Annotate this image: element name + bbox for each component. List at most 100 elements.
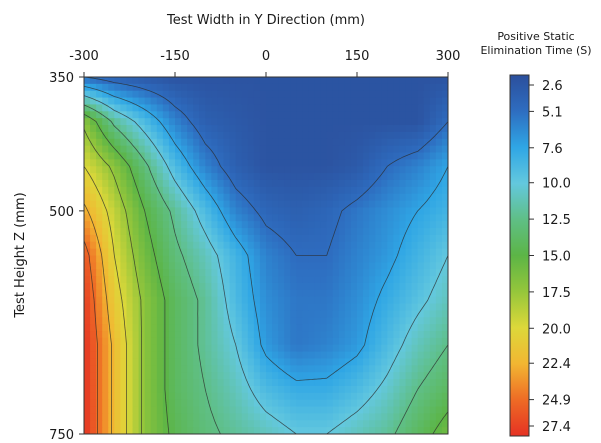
heatmap-cell (278, 276, 285, 284)
heatmap-cell (332, 131, 340, 140)
colorbar-tick-label: 10.0 (542, 177, 571, 192)
heatmap-cell (375, 303, 382, 312)
heatmap-cell (102, 255, 109, 263)
heatmap-cell (417, 207, 425, 215)
heatmap-cell (175, 152, 182, 160)
heatmap-cell (120, 344, 128, 353)
heatmap-cell (199, 358, 206, 366)
heatmap-cell (338, 166, 346, 174)
heatmap-cell (393, 97, 401, 106)
heatmap-cell (332, 145, 340, 154)
heatmap-cell (114, 241, 121, 250)
heatmap-cell (126, 179, 134, 188)
heatmap-cell (211, 269, 219, 277)
heatmap-cell (241, 310, 249, 318)
contour-line (84, 85, 448, 381)
heatmap-cell (156, 214, 164, 222)
heatmap-cell (272, 358, 279, 366)
heatmap-cell (84, 90, 91, 99)
heatmap-cell (290, 179, 297, 188)
heatmap-cell (205, 97, 212, 106)
heatmap-cell (144, 159, 152, 167)
heatmap-cell (120, 138, 128, 147)
heatmap-cell (435, 214, 443, 222)
heatmap-cell (332, 159, 340, 167)
heatmap-cell (241, 207, 249, 215)
heatmap-cell (156, 166, 164, 174)
heatmap-cell (326, 344, 334, 353)
heatmap-cell (302, 406, 310, 415)
heatmap-cell (138, 83, 146, 92)
heatmap-cell (350, 234, 358, 243)
heatmap-cell (320, 331, 328, 339)
heatmap-cell (332, 324, 340, 332)
heatmap-cell (320, 179, 328, 188)
heatmap-cell (363, 97, 370, 106)
heatmap-cell (138, 97, 146, 106)
heatmap-cell (126, 337, 134, 346)
heatmap-cell (387, 337, 394, 346)
heatmap-cell (247, 420, 255, 428)
y-tick-label: 750 (49, 428, 74, 443)
heatmap-cell (114, 104, 121, 112)
heatmap-cell (278, 365, 285, 373)
heatmap-cell (181, 125, 188, 133)
heatmap-cell (156, 97, 164, 106)
heatmap-cell (441, 118, 448, 126)
heatmap-cell (114, 97, 121, 106)
heatmap-cell (108, 262, 115, 270)
heatmap-cell (411, 179, 419, 188)
heatmap-cell (435, 385, 443, 394)
heatmap-cell (241, 317, 249, 325)
heatmap-cell (363, 276, 370, 284)
heatmap-cell (168, 186, 176, 195)
heatmap-cell (108, 303, 115, 312)
heatmap-cell (156, 77, 164, 85)
heatmap-cell (417, 83, 425, 92)
heatmap-cell (296, 138, 303, 147)
heatmap-cell (284, 186, 291, 195)
heatmap-cell (296, 221, 303, 229)
heatmap-cell (375, 337, 382, 346)
heatmap-cell (96, 379, 103, 387)
heatmap-cell (223, 331, 231, 339)
heatmap-cell (90, 138, 97, 147)
heatmap-cell (399, 379, 407, 387)
heatmap-cell (399, 262, 407, 270)
heatmap-cell (393, 77, 401, 85)
heatmap-cell (369, 111, 376, 119)
heatmap-cell (399, 179, 407, 188)
heatmap-cell (290, 90, 297, 99)
heatmap-cell (150, 221, 158, 229)
heatmap-cell (387, 77, 394, 85)
heatmap-cell (132, 111, 140, 119)
heatmap-cell (435, 379, 443, 387)
heatmap-cell (296, 269, 303, 277)
heatmap-cell (326, 152, 334, 160)
heatmap-cell (138, 255, 146, 263)
heatmap-cell (181, 138, 188, 147)
heatmap-cell (423, 385, 431, 394)
heatmap-cell (247, 77, 255, 85)
heatmap-cell (435, 351, 443, 360)
heatmap-cell (441, 186, 448, 195)
heatmap-cell (272, 248, 279, 257)
heatmap-cell (108, 97, 115, 106)
heatmap-cell (241, 166, 249, 174)
heatmap-cell (344, 90, 352, 99)
heatmap-cell (278, 413, 285, 421)
heatmap-cell (247, 317, 255, 325)
heatmap-cell (162, 228, 170, 236)
heatmap-cell (138, 138, 146, 147)
heatmap-cell (193, 255, 200, 263)
heatmap-cell (138, 166, 146, 174)
heatmap-cell (369, 77, 376, 85)
heatmap-cell (229, 344, 237, 353)
heatmap-cell (350, 125, 358, 133)
heatmap-cell (156, 324, 164, 332)
heatmap-cell (399, 310, 407, 318)
heatmap-cell (132, 365, 140, 373)
heatmap-cell (387, 248, 394, 257)
heatmap-cell (278, 420, 285, 428)
heatmap-cell (405, 90, 413, 99)
